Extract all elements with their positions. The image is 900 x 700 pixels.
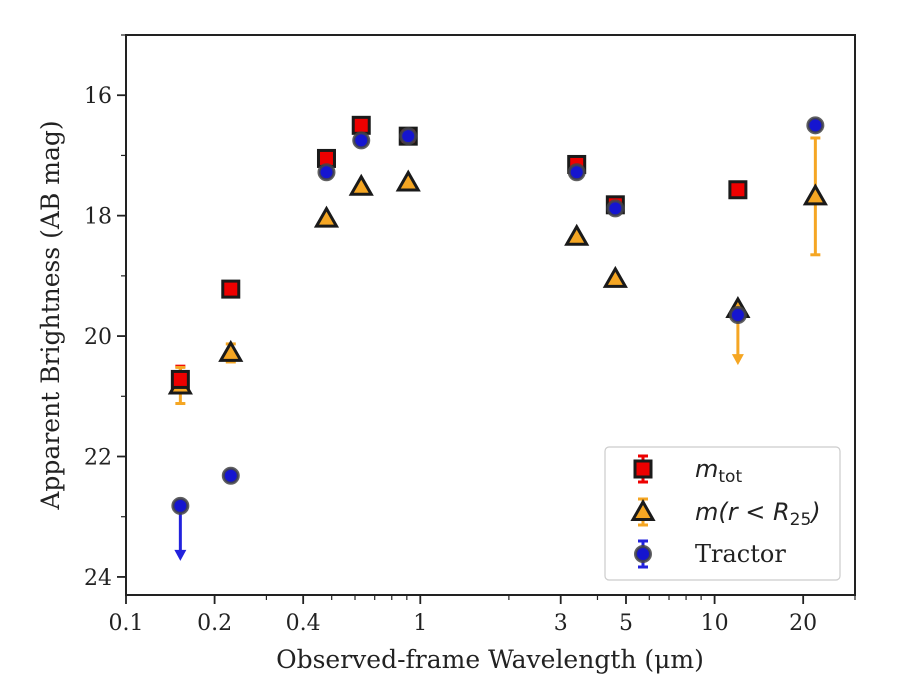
x-tick-label: 0.2 (197, 611, 232, 636)
legend-circle-marker (634, 545, 652, 563)
circle-point (171, 496, 190, 515)
triangle-point (602, 265, 628, 288)
legend-triangle-marker (630, 498, 656, 521)
triangle-point (348, 173, 374, 196)
x-axis-title: Observed-frame Wavelength (μm) (276, 645, 704, 674)
circle-arrow-head (174, 549, 187, 561)
triangle-point (802, 183, 828, 206)
y-tick-label: 24 (84, 566, 112, 591)
triangle-point (564, 223, 590, 246)
circle-point (317, 163, 336, 182)
circle-point (567, 163, 586, 182)
x-tick-label: 0.4 (286, 611, 321, 636)
y-tick-label: 18 (84, 205, 112, 230)
y-axis-title: Apparent Brightness (AB mag) (36, 120, 65, 510)
triangle-point (313, 205, 340, 228)
triangle-point (395, 169, 421, 192)
legend-square-marker (633, 459, 653, 479)
circle-point (806, 116, 825, 135)
x-tick-label: 20 (789, 611, 817, 636)
circle-point (221, 466, 240, 485)
circle-point (352, 131, 371, 150)
square-point (728, 180, 748, 200)
legend: mtot m(r < R25) Tractor (604, 446, 841, 581)
square-point (351, 115, 371, 135)
x-tick-label: 5 (619, 611, 633, 636)
square-point (221, 279, 241, 299)
circle-point (728, 306, 747, 324)
plot-frame (125, 34, 856, 596)
y-tick-label: 20 (84, 325, 112, 350)
y-tick-label: 22 (84, 446, 112, 471)
circle-point (606, 199, 625, 218)
triangle-arrow-head (731, 354, 744, 366)
y-tick-label: 16 (84, 84, 112, 109)
x-tick-label: 10 (701, 611, 729, 636)
legend-label-0: mtot (695, 455, 742, 487)
square-point (170, 369, 190, 389)
legend-label-1: m(r < R25) (695, 498, 821, 530)
x-tick-label: 1 (413, 611, 427, 636)
triangle-point (218, 339, 244, 362)
circle-point (399, 127, 418, 146)
legend-box (604, 446, 841, 581)
x-tick-label: 0.1 (109, 611, 144, 636)
x-tick-label: 3 (554, 611, 568, 636)
legend-label-2: Tractor (695, 540, 786, 568)
